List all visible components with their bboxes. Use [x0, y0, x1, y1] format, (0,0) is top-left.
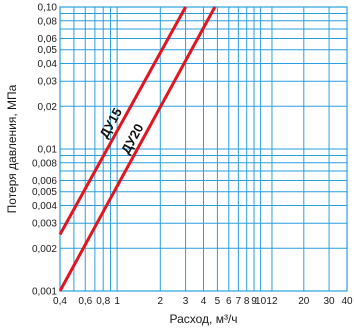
x-tick-label: 40	[341, 296, 353, 307]
x-tick-label: 12	[266, 296, 278, 307]
y-tick-label: 0,006	[32, 176, 57, 187]
y-tick-label: 0,02	[38, 102, 58, 113]
y-tick-label: 0,001	[32, 287, 57, 298]
y-axis-title: Потеря давления, МПа	[5, 84, 19, 213]
x-axis-title: Расход, м³/ч	[169, 312, 237, 326]
y-tick-label: 0,002	[32, 244, 57, 255]
x-tick-labels: 0,4 0,6 0,8 1 2 3 4 5 6 7 8 910 12 20 30 40	[53, 296, 353, 307]
y-tick-label: 0,008	[32, 158, 57, 169]
series-line-2	[58, 6, 217, 292]
x-tick-label: 5	[215, 296, 221, 307]
x-tick-label: 6	[226, 296, 232, 307]
y-tick-label: 0,03	[38, 77, 58, 88]
x-tick-label: 0,8	[96, 296, 110, 307]
plot-frame	[59, 6, 348, 292]
x-tick-label: 30	[324, 296, 336, 307]
y-tick-label: 0,01	[38, 145, 58, 156]
y-tick-label: 0,005	[32, 187, 57, 198]
y-tick-label: 0,004	[32, 201, 57, 212]
x-tick-label: 0,6	[78, 296, 92, 307]
y-tick-label: 0,06	[38, 34, 58, 45]
x-tick-label: 1	[114, 296, 120, 307]
series-line-1	[58, 6, 187, 236]
x-tick-label: 2	[158, 296, 164, 307]
x-tick-label: 3	[183, 296, 189, 307]
y-tick-label: 0,08	[38, 16, 58, 27]
x-tick-label: 10	[255, 296, 267, 307]
grid	[59, 6, 348, 292]
x-tick-label: 20	[298, 296, 310, 307]
x-tick-label: 8	[244, 296, 250, 307]
y-tick-label: 0,04	[38, 59, 58, 70]
x-tick-label: 9	[251, 296, 257, 307]
x-tick-label: 4	[201, 296, 207, 307]
x-tick-label: 7	[236, 296, 242, 307]
y-tick-label: 0,05	[38, 45, 58, 56]
x-tick-label: 0,4	[53, 296, 67, 307]
y-tick-label: 0,10	[38, 3, 58, 14]
y-tick-label: 0,003	[32, 219, 57, 230]
